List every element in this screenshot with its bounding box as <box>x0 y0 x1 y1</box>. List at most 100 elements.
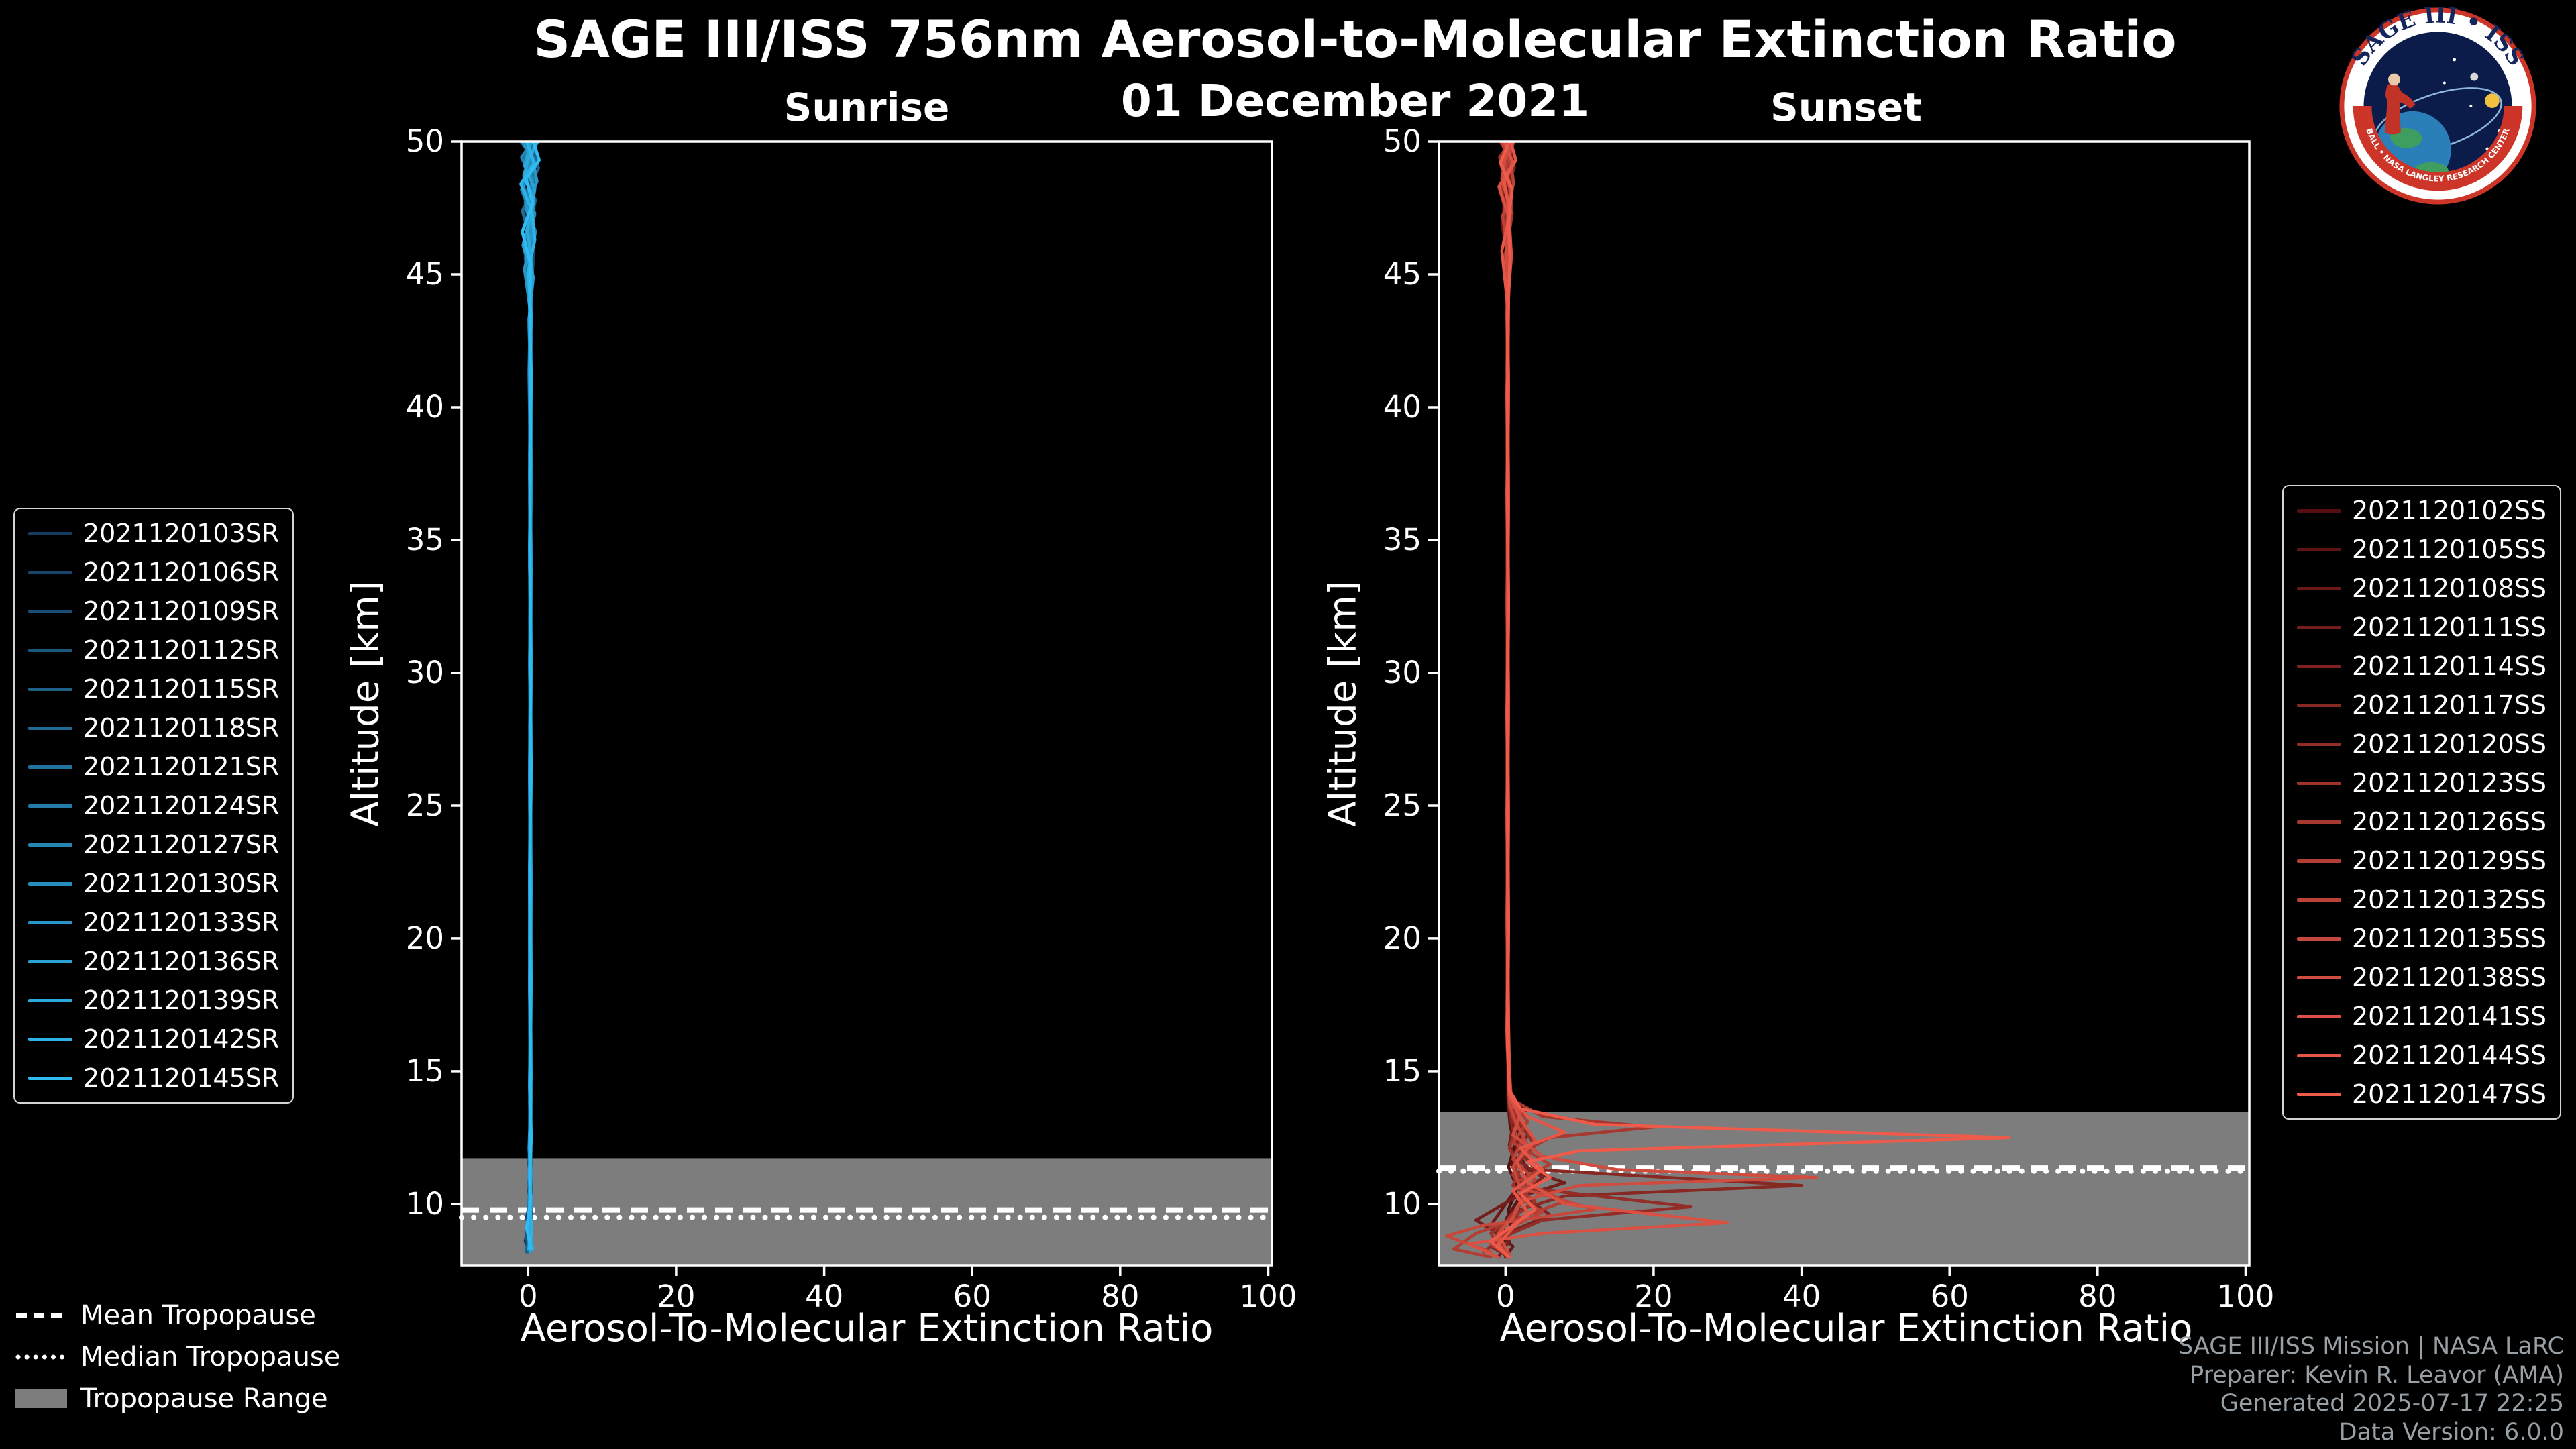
profile-line <box>1444 142 1596 1254</box>
legend-item: 2021120112SR <box>28 634 279 666</box>
profile-line <box>1481 142 1693 1254</box>
legend-swatch <box>28 1076 72 1080</box>
y-tick-label: 25 <box>406 788 444 823</box>
legend-label: 2021120142SR <box>83 1024 280 1054</box>
legend-item: 2021120117SS <box>2296 689 2546 721</box>
legend-label: 2021120138SS <box>2351 963 2546 992</box>
sunset-legend: 2021120102SS 2021120105SS 2021120108SS 2021… <box>2282 485 2561 1120</box>
sunrise-x-axis-label: Aerosol-To-Molecular Extinction Ratio <box>520 1307 1214 1350</box>
legend-item: 2021120126SS <box>2296 806 2546 838</box>
dotted-line-swatch <box>15 1354 67 1360</box>
legend-label: 2021120141SS <box>2351 1002 2546 1031</box>
y-tick-label: 25 <box>1383 788 1421 823</box>
legend-label: 2021120139SR <box>83 985 280 1015</box>
y-tick-label: 15 <box>406 1053 444 1089</box>
profile-line <box>1493 142 1656 1256</box>
legend-swatch <box>28 843 72 847</box>
legend-item: 2021120106SR <box>28 556 279 588</box>
legend-swatch <box>2296 820 2341 824</box>
legend-swatch <box>28 1037 72 1041</box>
legend-label: 2021120108SS <box>2351 574 2546 603</box>
legend-label: 2021120118SR <box>83 713 280 743</box>
legend-swatch <box>28 765 72 769</box>
legend-item: 2021120130SR <box>28 867 279 900</box>
sage-iii-iss-logo: SAGE III • ISS BALL • NASA LANGLEY RESEA… <box>2339 7 2536 205</box>
legend-label: 2021120103SR <box>83 519 280 548</box>
legend-label: 2021120120SS <box>2351 729 2546 759</box>
plot-frame <box>1438 140 2251 1267</box>
sunrise-panel-title: Sunrise <box>784 85 950 130</box>
legend-label: 2021120111SS <box>2351 612 2546 642</box>
profile-line <box>1497 142 1818 1256</box>
legend-label: 2021120123SS <box>2351 768 2546 798</box>
x-tick-label: 20 <box>657 1279 695 1314</box>
legend-item: 2021120127SR <box>28 828 279 861</box>
legend-swatch <box>2296 742 2341 746</box>
profile-line <box>1489 142 1544 1259</box>
legend-item: 2021120145SR <box>28 1062 279 1094</box>
sunrise-plot: 0 20 40 60 80 100 10 15 20 25 30 35 40 45 50 <box>406 123 1297 1314</box>
mean-tropopause-label: Mean Tropopause <box>80 1300 316 1331</box>
y-tick-label: 15 <box>1383 1053 1421 1089</box>
sun <box>2485 93 2500 108</box>
y-tick-label: 10 <box>1383 1186 1421 1222</box>
profile-line <box>1497 142 1803 1259</box>
y-tick-label: 50 <box>406 123 444 159</box>
legend-item: 2021120129SS <box>2296 845 2546 877</box>
credit-block: SAGE III/ISS Mission | NASA LaRC Prepare… <box>2178 1332 2564 1447</box>
legend-swatch <box>2296 508 2341 513</box>
y-tick-label: 40 <box>1383 389 1421 425</box>
legend-label: 2021120136SR <box>83 947 280 976</box>
legend-item: 2021120142SR <box>28 1023 279 1055</box>
legend-item: 2021120121SR <box>28 751 279 783</box>
legend-item: 2021120115SR <box>28 673 279 705</box>
legend-swatch <box>2296 975 2341 979</box>
legend-swatch <box>2296 1092 2341 1096</box>
x-tick-label: 80 <box>1101 1279 1139 1314</box>
median-tropopause-label: Median Tropopause <box>80 1342 341 1373</box>
legend-label: 2021120130SR <box>83 869 280 898</box>
y-tick-label: 45 <box>1383 256 1421 292</box>
sunrise-y-axis-label: Altitude [km] <box>343 580 388 827</box>
legend-label: 2021120121SR <box>83 752 280 782</box>
moon <box>2470 72 2479 81</box>
x-tick-label: 0 <box>519 1279 538 1314</box>
legend-label: 2021120135SS <box>2351 924 2546 953</box>
profile-line <box>1474 142 1566 1259</box>
legend-swatch <box>2296 547 2341 551</box>
legend-label: 2021120147SS <box>2351 1079 2546 1109</box>
sunset-panel-title: Sunset <box>1770 85 1922 130</box>
legend-item: 2021120139SR <box>28 984 279 1016</box>
legend-swatch <box>28 959 72 963</box>
legend-label: 2021120144SS <box>2351 1040 2546 1070</box>
legend-label: 2021120117SS <box>2351 690 2546 720</box>
mean-tropopause-legend-item: Mean Tropopause <box>15 1300 340 1331</box>
tropopause-range-band <box>1439 1112 2249 1265</box>
legend-label: 2021120114SS <box>2351 651 2546 681</box>
sunset-y-axis-label: Altitude [km] <box>1321 580 1365 827</box>
legend-label: 2021120109SR <box>83 596 280 626</box>
legend-swatch <box>2296 703 2341 707</box>
legend-item: 2021120133SR <box>28 906 279 938</box>
y-tick-label: 35 <box>406 522 444 557</box>
x-tick-label: 100 <box>1240 1279 1297 1314</box>
y-tick-label: 50 <box>1383 123 1421 159</box>
legend-item: 2021120136SR <box>28 945 279 977</box>
profile-line <box>1489 142 2010 1259</box>
figure-head <box>2388 73 2400 86</box>
legend-swatch <box>28 920 72 924</box>
figure-title: SAGE III/ISS 756nm Aerosol-to-Molecular … <box>533 9 2177 69</box>
x-tick-label: 0 <box>1496 1279 1515 1314</box>
legend-item: 2021120147SS <box>2296 1078 2546 1110</box>
y-tick-label: 20 <box>406 920 444 956</box>
sunrise-legend: 2021120103SR 2021120106SR 2021120109SR 2021… <box>13 508 294 1104</box>
legend-swatch <box>2296 586 2341 590</box>
legend-item: 2021120118SR <box>28 712 279 744</box>
legend-item: 2021120105SS <box>2296 533 2546 566</box>
legend-label: 2021120106SR <box>83 557 280 587</box>
credit-data-version: Data Version: 6.0.0 <box>2339 1419 2564 1446</box>
legend-swatch <box>28 726 72 730</box>
legend-label: 2021120124SR <box>83 791 280 820</box>
tropopause-range-label: Tropopause Range <box>80 1383 328 1414</box>
legend-item: 2021120111SS <box>2296 611 2546 643</box>
